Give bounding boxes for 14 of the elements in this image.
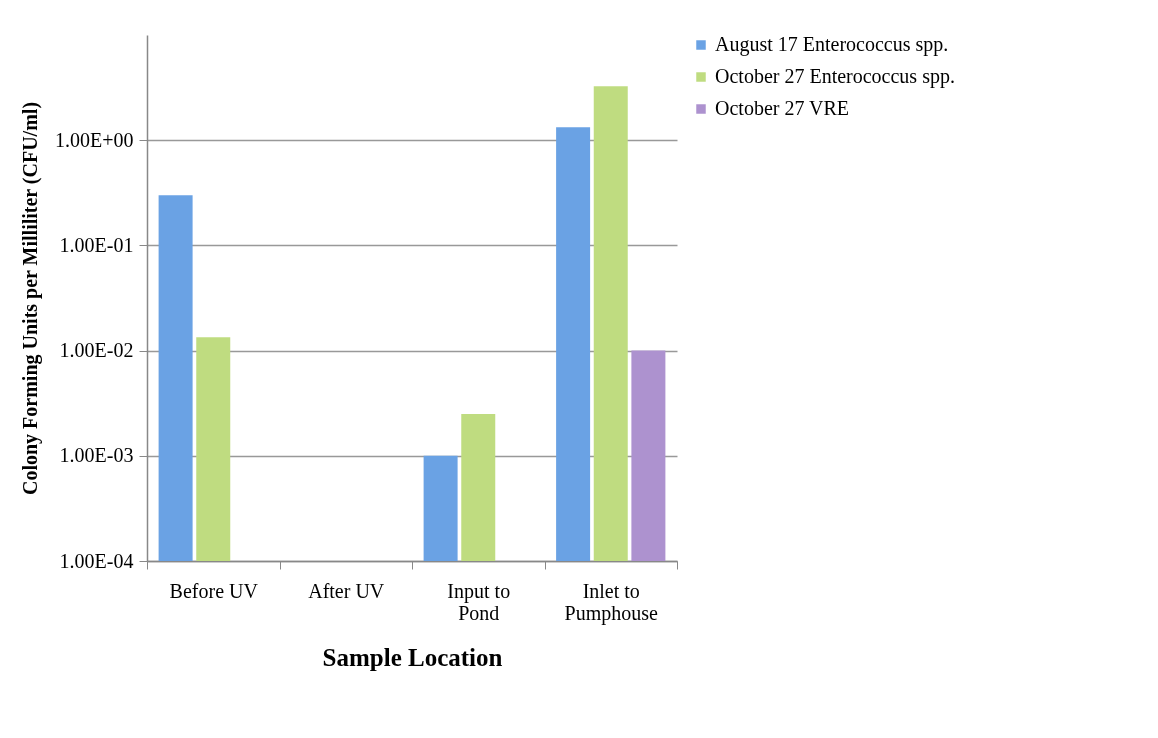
x-axis-title: Sample Location — [322, 643, 503, 671]
y-tick-label: 1.00E-03 — [59, 444, 134, 467]
y-tick-label: 1.00E-02 — [59, 339, 134, 362]
x-tick-label: Inlet to Pumphouse — [564, 579, 659, 625]
y-tick-label: 1.00E+00 — [55, 128, 134, 151]
y-tick-label: 1.00E-01 — [59, 233, 134, 256]
legend-label: August 17 Enterococcus spp. — [715, 33, 949, 56]
x-tick-label: After UV — [308, 579, 385, 602]
x-tick-label: Before UV — [169, 579, 259, 602]
x-tick-label: Input to Pond — [447, 579, 511, 624]
y-tick-label: 1.00E-04 — [59, 549, 134, 572]
legend-label: October 27 Enterococcus spp. — [715, 65, 955, 88]
legend-label: October 27 VRE — [715, 97, 850, 119]
y-axis-title: Colony Forming Units per Milliliter (CFU/ml) — [19, 101, 42, 496]
